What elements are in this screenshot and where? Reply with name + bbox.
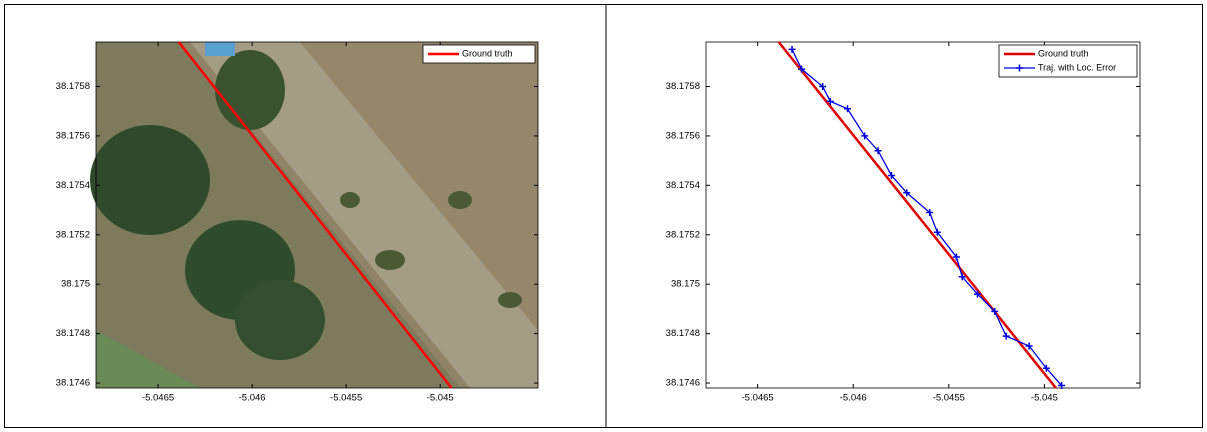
plot-frame (705, 41, 1141, 389)
x-tick-label: -5.0465 (142, 393, 174, 404)
point-marker (887, 171, 895, 179)
point-marker (958, 273, 966, 281)
point-marker (1058, 382, 1066, 390)
point-marker (788, 45, 796, 53)
outer-border (4, 4, 1203, 428)
x-tick-label: -5.045 (1031, 393, 1058, 404)
point-marker (973, 290, 981, 298)
satellite-map (90, 42, 538, 388)
y-tick-label: 38.1746 (56, 378, 90, 389)
point-marker (861, 132, 869, 140)
x-tick-label: -5.0465 (742, 393, 774, 404)
y-tick-label: 38.1754 (56, 180, 90, 191)
x-tick-label: -5.046 (239, 393, 266, 404)
point-marker (826, 97, 834, 105)
legend-label: Ground truth (1038, 48, 1089, 58)
y-tick-label: 38.175 (671, 279, 700, 290)
point-marker (1002, 332, 1010, 340)
point-marker (798, 65, 806, 73)
y-tick-label: 38.1758 (56, 81, 90, 92)
y-tick-label: 38.1754 (666, 180, 700, 191)
y-tick-label: 38.1748 (56, 328, 90, 339)
point-marker (874, 147, 882, 155)
point-marker (952, 253, 960, 261)
legend-label: Traj. with Loc. Error (1038, 62, 1116, 72)
y-tick-label: 38.1748 (666, 328, 700, 339)
y-tick-label: 38.1746 (666, 378, 700, 389)
point-marker (903, 189, 911, 197)
series-line (791, 49, 1063, 386)
point-marker (843, 105, 851, 113)
y-tick-label: 38.175 (61, 279, 90, 290)
x-tick-label: -5.045 (427, 393, 454, 404)
y-tick-label: 38.1756 (56, 130, 90, 141)
point-marker (1042, 364, 1050, 372)
legend-box (998, 44, 1138, 78)
y-tick-label: 38.1752 (666, 229, 700, 240)
y-tick-label: 38.1758 (666, 81, 700, 92)
point-marker (991, 307, 999, 315)
point-marker (819, 82, 827, 90)
legend-box (422, 44, 536, 64)
legend-label: Ground truth (462, 48, 513, 58)
point-marker (926, 209, 934, 217)
series-line (777, 41, 1057, 389)
y-tick-label: 38.1752 (56, 229, 90, 240)
legend-marker (1016, 64, 1023, 72)
x-tick-label: -5.046 (840, 393, 867, 404)
x-tick-label: -5.0455 (330, 393, 362, 404)
x-tick-label: -5.0455 (933, 393, 965, 404)
y-tick-label: 38.1756 (666, 130, 700, 141)
series-line (177, 41, 453, 389)
point-marker (1025, 342, 1033, 350)
plot-frame (95, 41, 539, 389)
point-marker (933, 228, 941, 236)
